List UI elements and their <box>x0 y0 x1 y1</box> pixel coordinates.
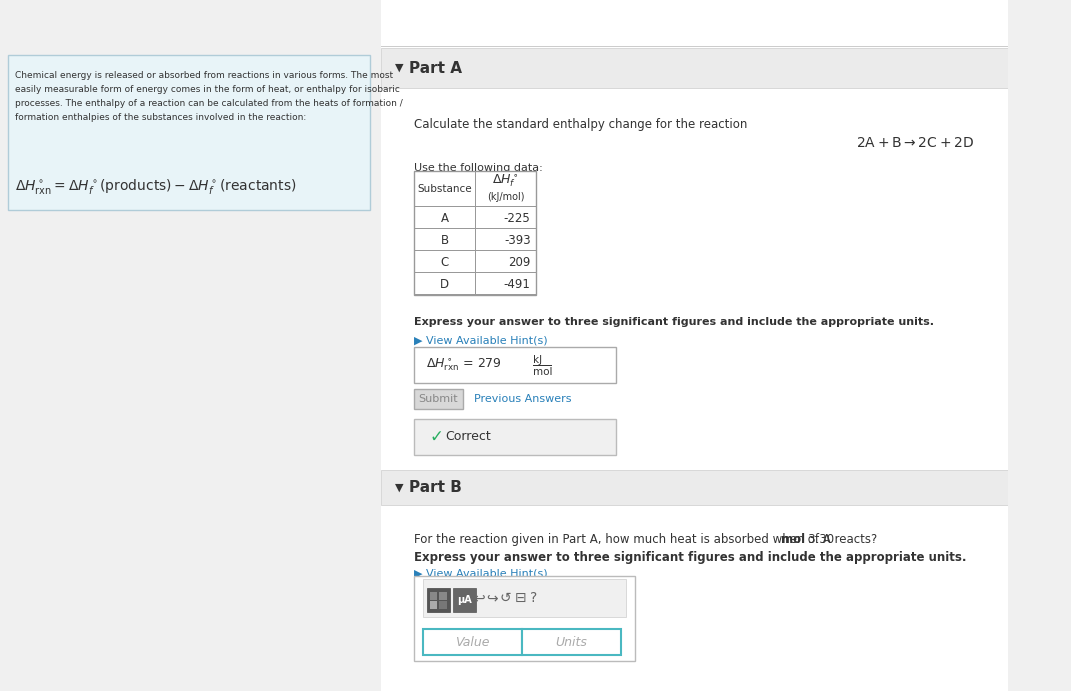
Text: ↪: ↪ <box>486 591 498 605</box>
Bar <box>413 419 616 455</box>
Text: Part B: Part B <box>409 480 462 495</box>
Text: Previous Answers: Previous Answers <box>474 394 572 404</box>
Text: ?: ? <box>530 591 537 605</box>
Text: -225: -225 <box>503 211 530 225</box>
Text: -393: -393 <box>504 234 530 247</box>
Text: Express your answer to three significant figures and include the appropriate uni: Express your answer to three significant… <box>413 551 966 564</box>
Bar <box>413 347 616 383</box>
Bar <box>381 470 1008 505</box>
Bar <box>423 579 625 617</box>
Bar <box>522 629 621 655</box>
Bar <box>413 389 463 409</box>
Text: C: C <box>440 256 449 269</box>
Text: Part A: Part A <box>409 61 463 75</box>
Text: ▼: ▼ <box>395 63 404 73</box>
Bar <box>413 228 537 229</box>
Bar <box>439 601 447 609</box>
Bar <box>427 588 450 612</box>
Bar <box>453 588 476 612</box>
Text: Express your answer to three significant figures and include the appropriate uni: Express your answer to three significant… <box>413 317 934 327</box>
Bar <box>381 48 1008 88</box>
Text: $\rm 2A + B \rightarrow 2C + 2D$: $\rm 2A + B \rightarrow 2C + 2D$ <box>857 136 975 150</box>
Text: easily measurable form of energy comes in the form of heat, or enthalpy for isob: easily measurable form of energy comes i… <box>15 85 399 94</box>
Text: Units: Units <box>556 636 587 648</box>
Text: mol: mol <box>533 367 553 377</box>
Text: processes. The enthalpy of a reaction can be calculated from the heats of format: processes. The enthalpy of a reaction ca… <box>15 99 403 108</box>
Bar <box>423 629 522 655</box>
Bar <box>413 206 537 207</box>
Text: Use the following data:: Use the following data: <box>413 163 543 173</box>
Text: Submit: Submit <box>419 394 458 404</box>
Text: mol: mol <box>781 533 805 546</box>
Text: B: B <box>440 234 449 247</box>
Text: A: A <box>440 211 449 225</box>
Text: Chemical energy is released or absorbed from reactions in various forms. The mos: Chemical energy is released or absorbed … <box>15 71 393 80</box>
Bar <box>413 250 537 251</box>
Text: (kJ/mol): (kJ/mol) <box>487 192 525 202</box>
Text: kJ: kJ <box>533 355 543 365</box>
Text: Substance: Substance <box>418 184 472 194</box>
Text: Correct: Correct <box>444 430 491 444</box>
Text: -491: -491 <box>503 278 530 290</box>
Bar <box>413 294 537 295</box>
Text: formation enthalpies of the substances involved in the reaction:: formation enthalpies of the substances i… <box>15 113 306 122</box>
Text: For the reaction given in Part A, how much heat is absorbed when 3.30: For the reaction given in Part A, how mu… <box>413 533 838 546</box>
Bar <box>429 592 437 600</box>
Text: of A reacts?: of A reacts? <box>804 533 877 546</box>
Bar <box>439 592 447 600</box>
Bar <box>429 601 437 609</box>
Text: ↩: ↩ <box>473 591 485 605</box>
Text: ↺: ↺ <box>499 591 511 605</box>
Text: ▶ View Available Hint(s): ▶ View Available Hint(s) <box>413 569 547 579</box>
Text: 209: 209 <box>509 256 530 269</box>
Bar <box>7 55 369 210</box>
Text: ⊟: ⊟ <box>514 591 526 605</box>
Bar <box>381 46 1008 47</box>
Bar <box>413 272 537 273</box>
Bar <box>381 0 1008 691</box>
Bar <box>413 171 537 295</box>
Text: ▼: ▼ <box>395 482 404 493</box>
Bar <box>413 576 635 661</box>
Text: $\Delta H^\circ_f$: $\Delta H^\circ_f$ <box>493 173 519 189</box>
Text: Value: Value <box>455 636 489 648</box>
Text: ▶ View Available Hint(s): ▶ View Available Hint(s) <box>413 335 547 345</box>
Text: Calculate the standard enthalpy change for the reaction: Calculate the standard enthalpy change f… <box>413 118 748 131</box>
Text: μA: μA <box>457 595 472 605</box>
Text: $\Delta H^\circ_{\rm rxn}$ = 279: $\Delta H^\circ_{\rm rxn}$ = 279 <box>426 357 507 373</box>
Text: D: D <box>440 278 449 290</box>
Bar <box>533 365 553 366</box>
Text: ✓: ✓ <box>429 428 443 446</box>
Text: $\Delta H^\circ_{\rm rxn} = \Delta H^\circ_f{\rm (products)} - \Delta H^\circ_f{: $\Delta H^\circ_{\rm rxn} = \Delta H^\ci… <box>15 177 297 196</box>
